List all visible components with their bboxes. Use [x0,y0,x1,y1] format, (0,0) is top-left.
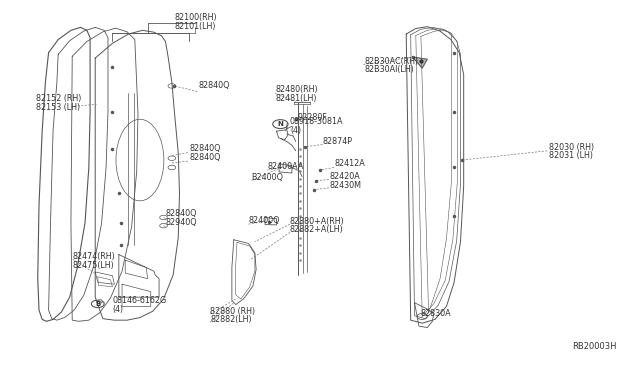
Text: 82400AA: 82400AA [268,162,304,171]
Text: 82031 (LH): 82031 (LH) [548,151,593,160]
Text: 82882+A(LH): 82882+A(LH) [290,225,344,234]
Text: 82840Q: 82840Q [198,81,230,90]
Text: 82880 (RH): 82880 (RH) [210,307,255,316]
Text: 82840Q: 82840Q [166,209,197,218]
Polygon shape [413,57,428,68]
Text: 82940Q: 82940Q [166,218,197,227]
Text: B2400Q: B2400Q [252,173,284,182]
Text: (4): (4) [113,305,124,314]
Text: 82420A: 82420A [330,172,360,181]
Text: 82840Q: 82840Q [189,144,221,153]
Text: (4): (4) [290,126,301,135]
Text: 82101(LH): 82101(LH) [175,22,216,31]
Text: RB20003H: RB20003H [572,342,617,351]
Text: 92280F: 92280F [297,113,327,122]
Text: 08918-3081A: 08918-3081A [290,117,344,126]
Text: 82100(RH): 82100(RH) [174,13,217,22]
Text: 82840Q: 82840Q [189,153,221,161]
Text: 82430M: 82430M [330,181,362,190]
Text: 82152 (RH): 82152 (RH) [36,94,81,103]
Text: 82874P: 82874P [323,137,353,146]
Text: 82474(RH): 82474(RH) [73,252,116,261]
Text: 82030 (RH): 82030 (RH) [548,143,594,152]
Text: 82B30AC(RH): 82B30AC(RH) [365,57,419,65]
Text: 82481(LH): 82481(LH) [275,94,317,103]
Text: 08146-6162G: 08146-6162G [113,296,166,305]
Text: 82480(RH): 82480(RH) [275,85,318,94]
Text: 82B30AI(LH): 82B30AI(LH) [365,65,415,74]
Text: 82412A: 82412A [334,159,365,168]
Text: 82153 (LH): 82153 (LH) [36,103,80,112]
Text: 82475(LH): 82475(LH) [73,261,115,270]
Text: 82830A: 82830A [421,308,452,318]
Text: 82400Q: 82400Q [248,216,280,225]
Text: N: N [278,121,284,127]
Text: 82880+A(RH): 82880+A(RH) [290,217,345,226]
Text: 82882(LH): 82882(LH) [210,315,252,324]
Text: B: B [95,301,100,307]
